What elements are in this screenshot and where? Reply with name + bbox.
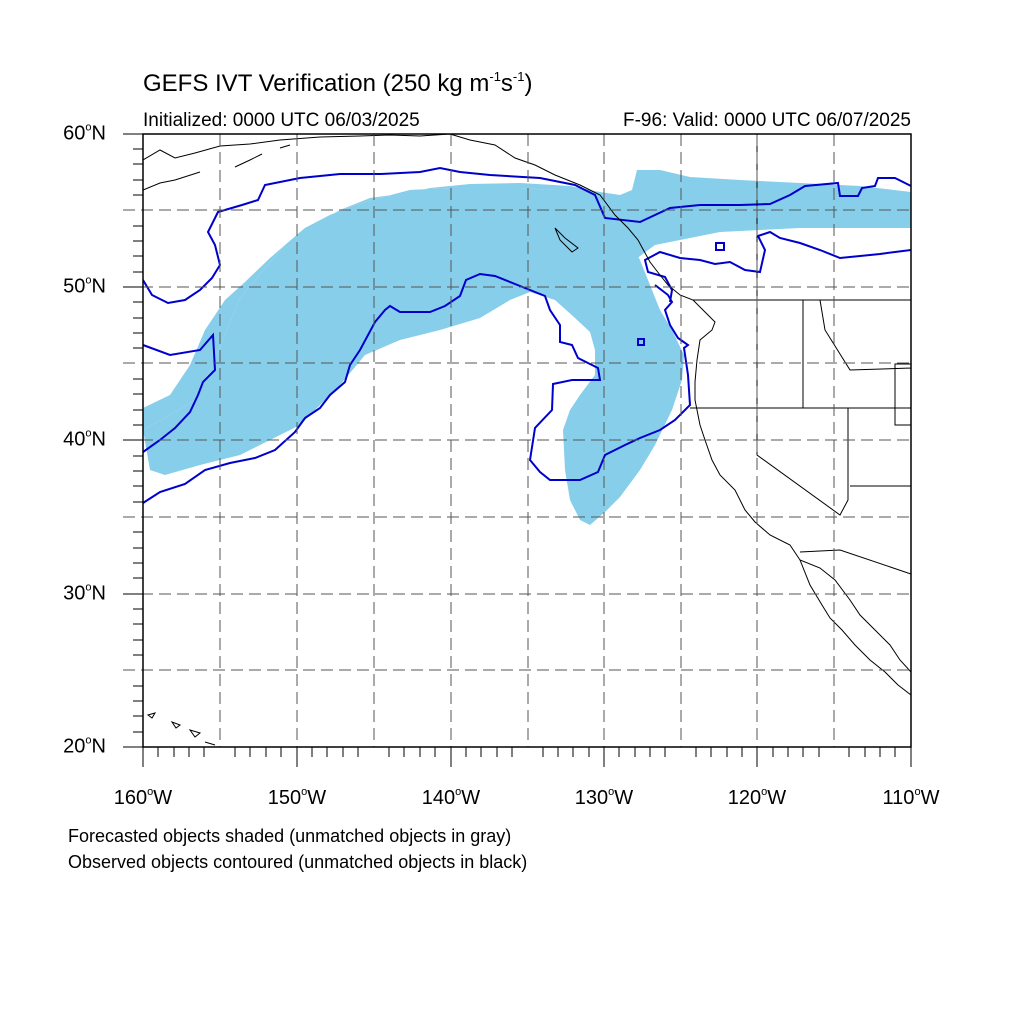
forecast-legend-note: Forecasted objects shaded (unmatched obj… [68,826,512,846]
observed-object-contour-main [143,332,217,453]
initialized-time-label: Initialized: 0000 UTC 06/03/2025 [143,110,420,131]
coastline-alaska [143,134,639,241]
lon-label-150w: 150oW [267,786,327,809]
lat-label-20n: 20oN [63,734,106,758]
valid-time-label: F-96: Valid: 0000 UTC 06/07/2025 [623,110,911,131]
lon-label-120w: 120oW [727,786,787,809]
axis-ticks [123,133,912,767]
grid-lines [123,134,911,747]
coastline-west-coast [637,239,911,673]
lon-label-160w: 160oW [113,786,173,809]
lat-label-30n: 30oN [63,581,106,605]
lon-label-130w: 130oW [574,786,634,809]
forecast-object-shading-main [143,188,684,525]
coastline-hawaii [146,712,216,746]
observed-legend-note: Observed objects contoured (unmatched ob… [68,852,528,872]
lon-label-140w: 140oW [421,786,481,809]
observed-object-contour-small-a [637,338,645,346]
observed-object-contour-inland [643,230,911,303]
lon-label-110w: 110oW [882,786,940,809]
observed-object-contour-small-b [715,242,725,251]
map-title: GEFS IVT Verification (250 kg m-1s-1) [143,69,533,97]
coastline-baja [799,559,911,696]
lat-label-60n: 60oN [63,121,106,145]
observed-object-contour-northern [143,166,911,305]
lat-label-50n: 50oN [63,274,106,298]
state-borders [690,134,911,575]
observed-object-contour-atmospheric-river [143,272,692,504]
coastline-alaska-islands [143,144,579,253]
lat-label-40n: 40oN [63,427,106,451]
